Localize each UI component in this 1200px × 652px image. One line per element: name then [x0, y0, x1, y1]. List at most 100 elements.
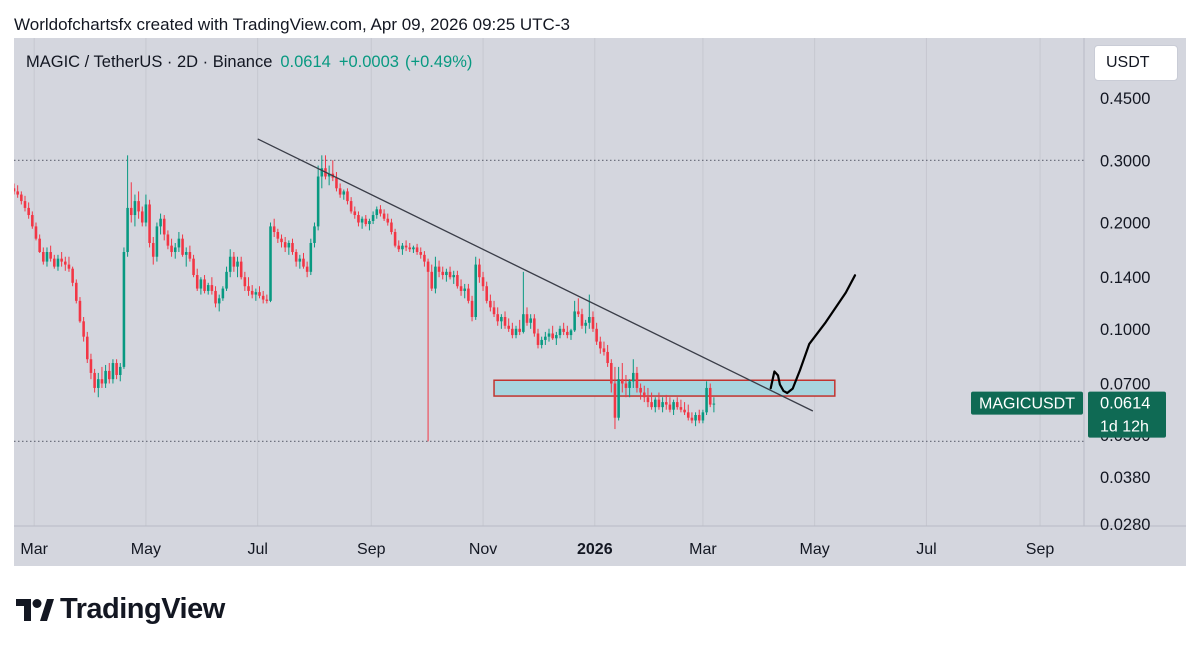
candle: [34, 222, 38, 241]
candle: [485, 281, 488, 304]
candle-body: [320, 168, 324, 177]
candle-body: [45, 252, 49, 262]
candle-body: [588, 317, 591, 323]
candle-body: [93, 372, 96, 388]
candle-body: [122, 252, 126, 367]
candle: [316, 165, 320, 231]
candle-body: [166, 234, 170, 246]
candle: [192, 254, 195, 278]
candle-body: [631, 372, 635, 382]
candle-body: [379, 209, 382, 214]
candle-body: [595, 328, 598, 342]
candle: [558, 325, 562, 339]
candle: [544, 331, 547, 345]
candle: [459, 279, 463, 296]
candle-body: [228, 256, 232, 272]
candles-layer: [14, 155, 716, 442]
candle: [305, 261, 309, 278]
candle: [126, 155, 129, 257]
candle-body: [129, 207, 133, 216]
candle-body: [470, 300, 474, 318]
candle: [170, 238, 173, 257]
candle: [239, 256, 243, 280]
candle: [349, 197, 353, 214]
candle: [250, 285, 254, 299]
candle-body: [276, 232, 280, 239]
price-change-percent: (+0.49%): [404, 53, 473, 71]
candle-body: [162, 218, 166, 235]
candle-body: [107, 370, 111, 380]
y-tick-label: 0.2000: [1100, 215, 1150, 233]
candle: [364, 215, 368, 227]
candle-body: [247, 286, 250, 291]
candle: [412, 245, 415, 253]
candle-body: [280, 238, 283, 243]
candle: [650, 392, 653, 410]
candle-body: [701, 412, 705, 421]
candle: [522, 271, 525, 334]
y-tick-label: 0.0700: [1100, 375, 1150, 393]
currency-button[interactable]: USDT: [1094, 45, 1178, 81]
x-tick-label: 2026: [577, 541, 613, 558]
candle: [23, 195, 27, 212]
x-tick-label: May: [800, 541, 830, 558]
price-tag-box: [1088, 391, 1166, 438]
symbol-name: MAGIC / TetherUS · 2D · Binance: [26, 53, 273, 71]
candle: [408, 242, 412, 253]
candle: [664, 394, 668, 410]
x-tick-label: Mar: [689, 541, 717, 558]
candle: [75, 279, 78, 304]
price-chart[interactable]: Mar May Jul Sep Nov 2026 Mar May Jul Sep 0.4500 0.3…: [14, 38, 1186, 566]
candle: [232, 252, 236, 272]
candle: [31, 211, 34, 229]
trendline: [257, 138, 814, 412]
candle-body: [184, 252, 188, 255]
candle-body: [371, 215, 375, 221]
candle-body: [686, 412, 690, 418]
candle: [646, 387, 650, 408]
candle: [320, 155, 324, 189]
candle-body: [393, 232, 397, 246]
candle: [122, 247, 126, 369]
candle-body: [60, 258, 63, 262]
candle-body: [522, 314, 525, 332]
candle-body: [382, 213, 386, 219]
candle-body: [423, 254, 426, 262]
candle: [324, 155, 327, 180]
candle-body: [342, 191, 346, 195]
candle-body: [679, 407, 683, 410]
candle: [588, 294, 591, 329]
candle: [155, 222, 159, 262]
candle-body: [642, 392, 646, 398]
candle: [49, 245, 52, 262]
candle: [107, 363, 111, 384]
candle-body: [467, 288, 470, 301]
candle: [584, 319, 587, 334]
candle-body: [478, 264, 481, 278]
chart-panel[interactable]: Mar May Jul Sep Nov 2026 Mar May Jul Sep 0.4500 0.3…: [14, 38, 1186, 566]
candle: [445, 268, 448, 282]
candle-body: [525, 314, 529, 323]
candle: [173, 242, 177, 259]
candle-body: [316, 176, 320, 227]
candle-body: [613, 383, 617, 418]
candle-body: [338, 188, 342, 195]
candle-body: [327, 173, 331, 177]
candle: [86, 331, 89, 364]
candle: [283, 236, 287, 253]
candle: [500, 314, 503, 329]
y-tick-label: 0.0280: [1100, 516, 1150, 534]
candle-body: [573, 311, 576, 331]
candle: [569, 328, 573, 340]
candle: [243, 271, 247, 291]
x-tick-label: Mar: [20, 541, 48, 558]
candle-body: [258, 292, 261, 296]
candle-body: [71, 268, 74, 283]
candle-body: [75, 282, 78, 301]
candle-body: [569, 330, 573, 336]
candle: [56, 254, 60, 271]
candle: [327, 165, 331, 186]
candle: [456, 270, 459, 289]
candle: [694, 412, 697, 427]
candle: [675, 397, 679, 410]
